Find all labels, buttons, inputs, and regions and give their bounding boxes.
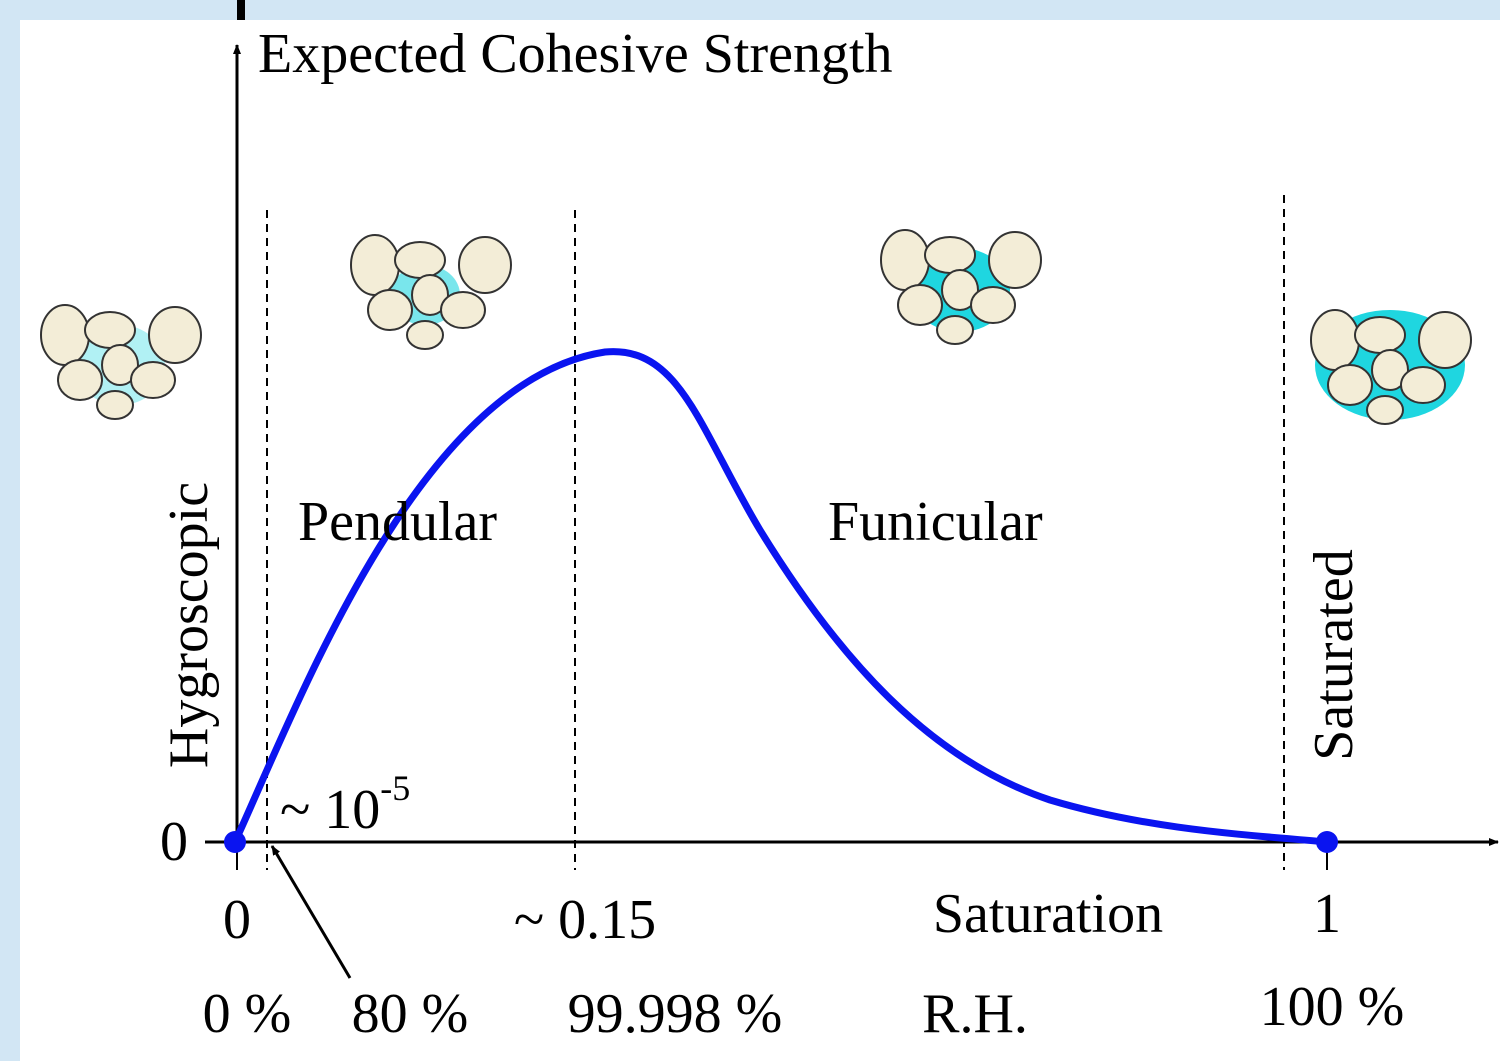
- rh-label: R.H.: [922, 983, 1028, 1045]
- saturation-tick: 0: [223, 889, 251, 951]
- point: [224, 831, 246, 853]
- pointer: [270, 845, 352, 979]
- rh-tick: 80 %: [352, 983, 469, 1045]
- rh-tick: 100 %: [1260, 976, 1405, 1038]
- saturation-tick: ~ 0.15: [514, 889, 656, 951]
- regime-label: Saturated: [1303, 549, 1365, 760]
- annotation: ~ 10-5: [280, 768, 410, 841]
- regime-label: Funicular: [828, 491, 1043, 553]
- grains-funicular: [880, 229, 1042, 345]
- point: [1316, 831, 1338, 853]
- rh-tick: 0 %: [203, 983, 292, 1045]
- x-label: Saturation: [933, 883, 1163, 945]
- strength-curve: [231, 348, 1328, 846]
- rh-tick: 99.998 %: [568, 983, 783, 1045]
- saturation-tick: 1: [1313, 883, 1341, 945]
- grains-pendular: [350, 234, 512, 350]
- y-label: Expected Cohesive Strength: [258, 23, 893, 85]
- y-zero: 0: [160, 811, 188, 873]
- grains-saturated: [1310, 309, 1472, 425]
- annotation-text: ~ 10: [280, 779, 380, 841]
- regime-label: Hygroscopic: [158, 482, 220, 768]
- canvas: [20, 20, 1500, 1061]
- grains-hygroscopic: [40, 304, 202, 420]
- regime-label: Pendular: [298, 491, 497, 553]
- edge-mark: [237, 0, 245, 20]
- annotation-superscript: -5: [380, 768, 410, 808]
